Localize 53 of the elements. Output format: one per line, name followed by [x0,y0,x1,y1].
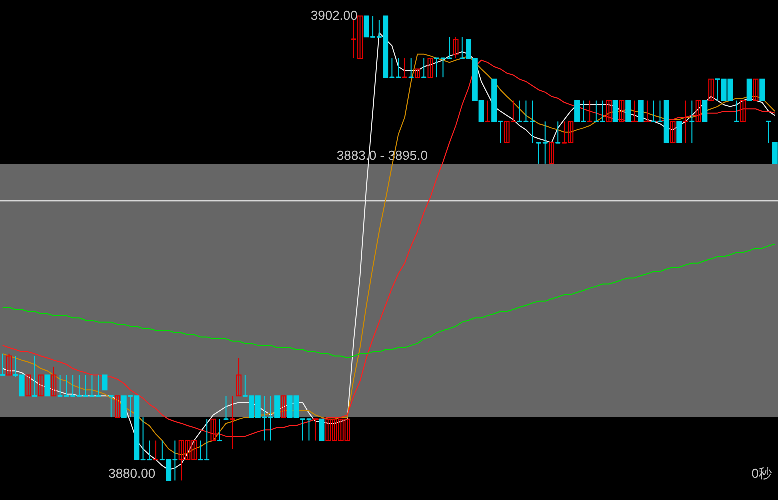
candlestick [6,353,12,376]
candlestick [230,396,236,450]
candlestick [606,100,612,122]
candlestick [210,418,216,442]
candlestick [772,142,778,164]
candlestick [453,36,459,60]
candlestick [414,68,420,78]
candlestick [588,100,593,122]
candlestick [224,396,229,420]
candlestick [422,58,427,78]
candlestick [683,100,688,144]
annotation: 0秒 [752,466,772,481]
candlestick [313,418,318,442]
candlestick [708,78,714,102]
candlestick [740,100,746,122]
candlestick [690,100,695,144]
candlestick [38,374,44,397]
candlestick [319,418,325,442]
candlestick [626,100,632,122]
candlestick [428,58,434,78]
candlestick [702,100,708,122]
candlestick [612,100,618,122]
candlestick [217,418,222,442]
annotation: 3902.00 [310,8,358,23]
candlestick [236,358,242,397]
candlestick [556,121,561,144]
candlestick [51,366,57,397]
candlestick [734,100,740,122]
candlestick [760,78,766,102]
candlestick [645,100,650,122]
candlestick [632,100,638,122]
candlestick [115,396,120,418]
candlestick [485,100,490,122]
candlestick [0,353,6,376]
candlestick [402,58,408,78]
annotation: 3880.00 [108,466,156,481]
candlestick [102,374,108,391]
candlestick [408,58,414,78]
candlestick [280,396,286,418]
candlestick [676,121,682,144]
candlestick [619,100,625,122]
candlestick [549,142,554,164]
candlestick [753,78,759,102]
candlestick [32,356,38,397]
candlestick [670,121,676,144]
candlestick [26,374,32,397]
candlestick [766,120,772,144]
candlestick [154,440,159,461]
candlestick [638,100,644,122]
candlestick [44,374,50,397]
candlestick [696,100,702,122]
candlestick [746,78,752,102]
candlestick [108,395,114,418]
